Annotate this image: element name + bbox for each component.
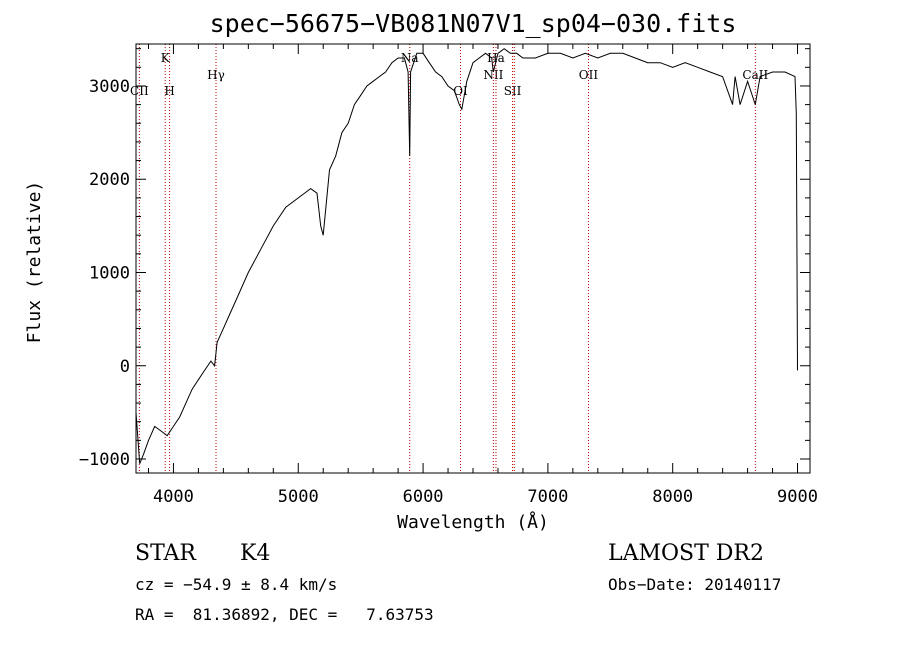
marker-label-caii: CaII [742, 68, 768, 82]
marker-label-h: H [164, 84, 174, 98]
plot-frame [135, 43, 811, 474]
marker-label-hγ: Hγ [207, 68, 225, 82]
x-tick-label: 4000 [153, 487, 194, 507]
marker-label-cii: CII [130, 84, 149, 98]
x-axis-label: Wavelength (Å) [397, 511, 549, 533]
redshift-text: cz = −54.9 ± 8.4 km/s [135, 575, 337, 594]
spectrum-line [135, 48, 798, 464]
marker-label-nii: NII [483, 68, 503, 82]
marker-label-k: K [161, 51, 171, 65]
obs-date: Obs−Date: 20140117 [608, 575, 781, 594]
chart-title: spec−56675−VB081N07V1_sp04−030.fits [210, 9, 737, 38]
y-axis-label: Flux (relative) [24, 181, 45, 344]
y-tick-label: −1000 [79, 450, 130, 470]
x-tick-label: 5000 [278, 487, 319, 507]
x-tick-label: 9000 [777, 487, 818, 507]
marker-label-ha: Ha [487, 51, 505, 65]
marker-label-sii: SII [504, 84, 522, 98]
radec-text: RA = 81.36892, DEC = 7.63753 [135, 605, 434, 624]
y-tick-label: 0 [120, 357, 130, 377]
x-tick-label: 8000 [652, 487, 693, 507]
y-tick-label: 2000 [89, 170, 130, 190]
x-tick-label: 7000 [527, 487, 568, 507]
star-class: STAR [135, 541, 197, 566]
axis-ticks: 4000 5000 6000 7000 8000 9000 −1000 0 1000 2000 30… [79, 44, 818, 507]
star-subclass: K4 [240, 541, 270, 566]
y-tick-label: 3000 [89, 77, 130, 97]
x-tick-label: 6000 [403, 487, 444, 507]
survey-name: LAMOST DR2 [608, 541, 764, 566]
y-tick-label: 1000 [89, 263, 130, 283]
marker-label-oii: OII [579, 68, 599, 82]
